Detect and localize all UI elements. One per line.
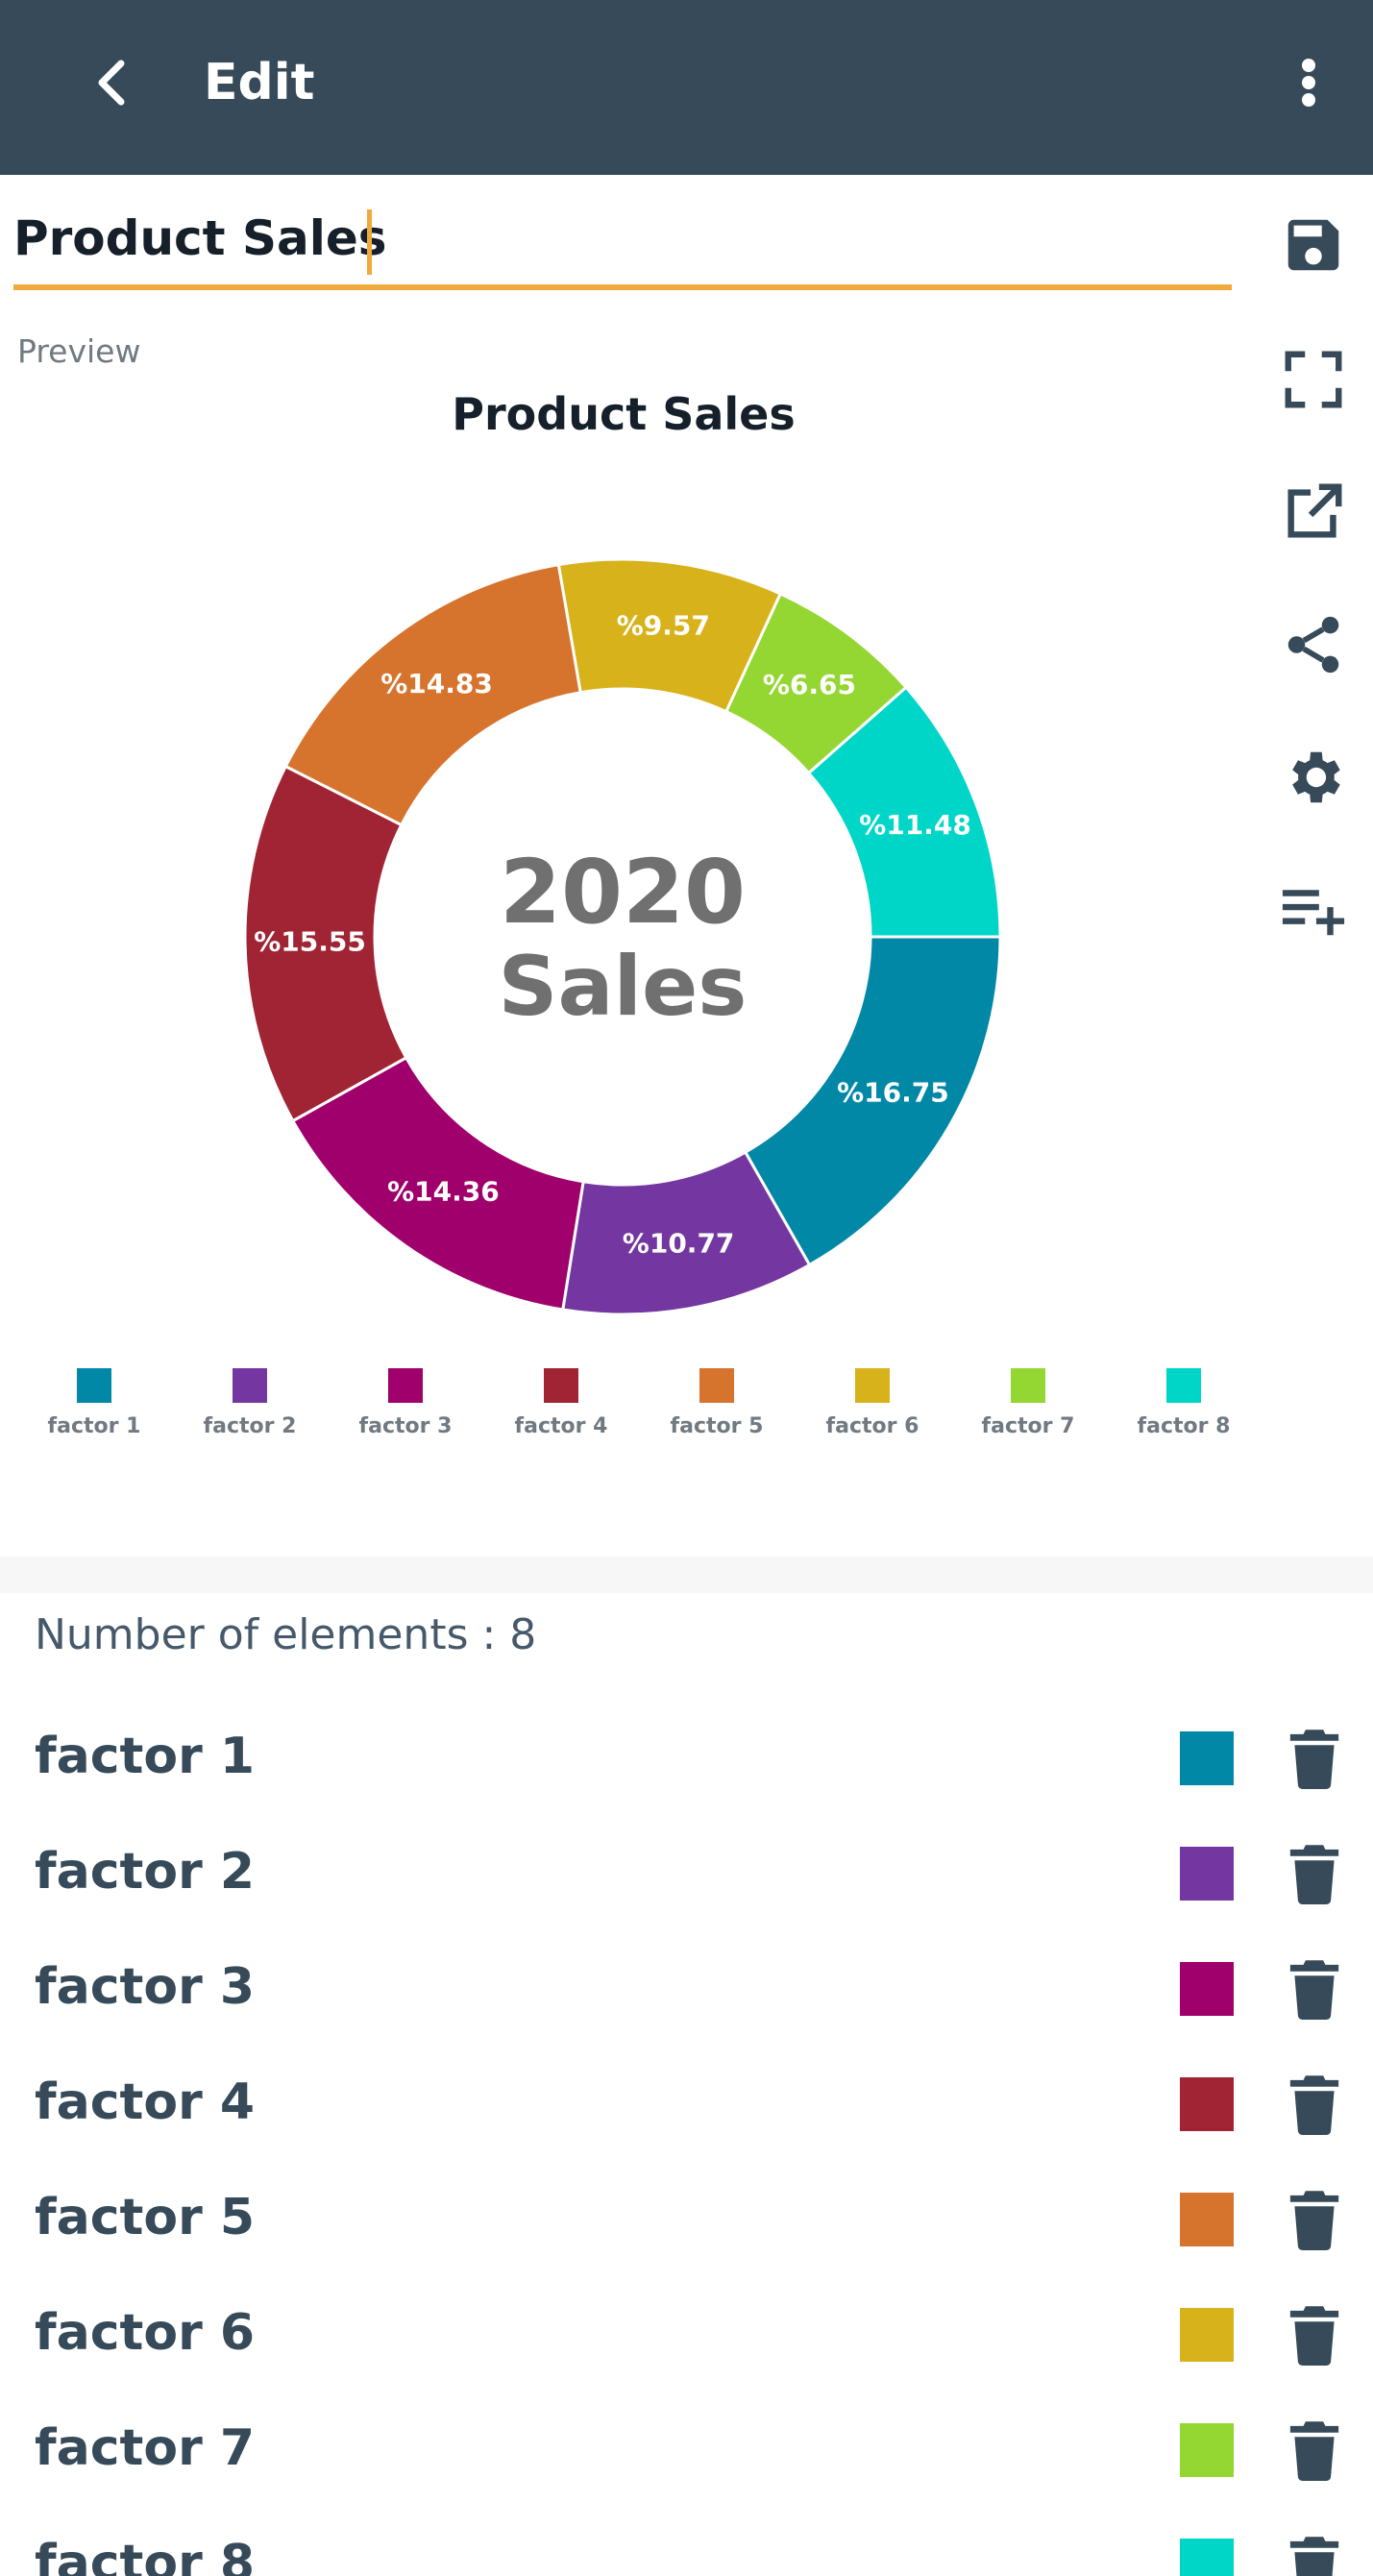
legend-item: factor 5 — [640, 1368, 794, 1438]
add-list-icon[interactable] — [1261, 857, 1366, 963]
trash-icon[interactable] — [1287, 1958, 1341, 2020]
color-swatch[interactable] — [1180, 2193, 1234, 2246]
legend-label: factor 7 — [981, 1414, 1075, 1438]
page-title: Edit — [204, 54, 315, 111]
chart-legend: factor 1 factor 2 factor 3 factor 4 factor 5… — [17, 1368, 1247, 1445]
legend-label: factor 4 — [514, 1414, 608, 1438]
app-bar: Edit — [0, 0, 1373, 175]
trash-icon[interactable] — [1287, 1728, 1341, 1789]
legend-swatch — [699, 1368, 734, 1403]
preview-label: Preview — [17, 332, 141, 370]
legend-swatch — [1011, 1368, 1045, 1403]
slice-label: %9.57 — [617, 609, 710, 641]
legend-label: factor 2 — [203, 1414, 297, 1438]
element-count: Number of elements : 8 — [35, 1610, 537, 1659]
legend-label: factor 5 — [670, 1414, 764, 1438]
color-swatch[interactable] — [1180, 2308, 1234, 2362]
factor-name: factor 4 — [35, 2073, 256, 2131]
list-item[interactable]: factor 8 — [0, 2510, 1373, 2576]
save-icon[interactable] — [1261, 192, 1366, 298]
chart-name-input[interactable] — [13, 198, 1232, 279]
list-item[interactable]: factor 2 — [0, 1818, 1373, 1933]
legend-swatch — [77, 1368, 111, 1403]
legend-item: factor 1 — [17, 1368, 171, 1438]
legend-swatch — [855, 1368, 890, 1403]
color-swatch[interactable] — [1180, 1731, 1234, 1785]
factor-name: factor 6 — [35, 2304, 256, 2362]
legend-item: factor 4 — [484, 1368, 638, 1438]
legend-swatch — [544, 1368, 578, 1403]
list-item[interactable]: factor 4 — [0, 2049, 1373, 2164]
slice-label: %11.48 — [859, 809, 971, 841]
chart-name-field[interactable] — [13, 198, 1232, 290]
legend-swatch — [1166, 1368, 1201, 1403]
color-swatch[interactable] — [1180, 2539, 1234, 2576]
donut-chart: %16.75 %10.77 %14.36 %15.55 %14.83 %9.57 %6.65… — [243, 557, 1002, 1316]
legend-swatch — [233, 1368, 267, 1403]
back-arrow-icon[interactable] — [81, 44, 142, 121]
share-icon[interactable] — [1261, 592, 1366, 698]
list-item[interactable]: factor 3 — [0, 1933, 1373, 2049]
slice-label: %10.77 — [623, 1227, 735, 1259]
legend-swatch — [388, 1368, 423, 1403]
list-item[interactable]: factor 1 — [0, 1703, 1373, 1818]
legend-item: factor 8 — [1107, 1368, 1261, 1438]
donut-slice[interactable] — [806, 685, 1002, 939]
trash-icon[interactable] — [1287, 1843, 1341, 1904]
factor-name: factor 7 — [35, 2419, 256, 2477]
settings-gear-icon[interactable] — [1261, 724, 1366, 830]
factor-name: factor 3 — [35, 1958, 256, 2016]
more-vert-icon[interactable] — [1278, 44, 1336, 121]
legend-item: factor 2 — [173, 1368, 327, 1438]
slice-label: %14.36 — [387, 1176, 500, 1208]
factor-name: factor 8 — [35, 2535, 256, 2576]
chart-title: Product Sales — [452, 388, 796, 440]
donut-slice[interactable] — [743, 935, 1002, 1267]
trash-icon[interactable] — [1287, 2304, 1341, 2366]
list-item[interactable]: factor 6 — [0, 2279, 1373, 2394]
legend-item: factor 3 — [329, 1368, 482, 1438]
fullscreen-icon[interactable] — [1261, 327, 1366, 432]
factor-name: factor 1 — [35, 1728, 256, 1785]
legend-label: factor 6 — [825, 1414, 919, 1438]
trash-icon[interactable] — [1287, 2535, 1341, 2576]
legend-label: factor 3 — [358, 1414, 453, 1438]
donut-slice[interactable] — [243, 764, 408, 1123]
list-item[interactable]: factor 5 — [0, 2164, 1373, 2279]
legend-item: factor 7 — [951, 1368, 1105, 1438]
legend-label: factor 8 — [1137, 1414, 1231, 1438]
center-text-line-2: Sales — [499, 939, 748, 1035]
slice-label: %14.83 — [380, 668, 493, 699]
slice-label: %16.75 — [837, 1077, 949, 1109]
legend-item: factor 6 — [796, 1368, 949, 1438]
list-item[interactable]: factor 7 — [0, 2394, 1373, 2510]
color-swatch[interactable] — [1180, 2077, 1234, 2131]
color-swatch[interactable] — [1180, 1962, 1234, 2016]
donut-slice[interactable] — [283, 562, 582, 827]
slice-label: %6.65 — [763, 669, 856, 700]
color-swatch[interactable] — [1180, 1847, 1234, 1901]
factor-name: factor 2 — [35, 1843, 256, 1901]
trash-icon[interactable] — [1287, 2419, 1341, 2481]
trash-icon[interactable] — [1287, 2189, 1341, 2250]
trash-icon[interactable] — [1287, 2073, 1341, 2135]
text-caret — [367, 209, 372, 275]
factor-name: factor 5 — [35, 2189, 256, 2246]
legend-label: factor 1 — [47, 1414, 141, 1438]
center-text-line-1: 2020 — [500, 841, 746, 944]
slice-label: %15.55 — [254, 926, 366, 958]
color-swatch[interactable] — [1180, 2423, 1234, 2477]
section-divider — [0, 1557, 1373, 1593]
open-external-icon[interactable] — [1261, 459, 1366, 565]
